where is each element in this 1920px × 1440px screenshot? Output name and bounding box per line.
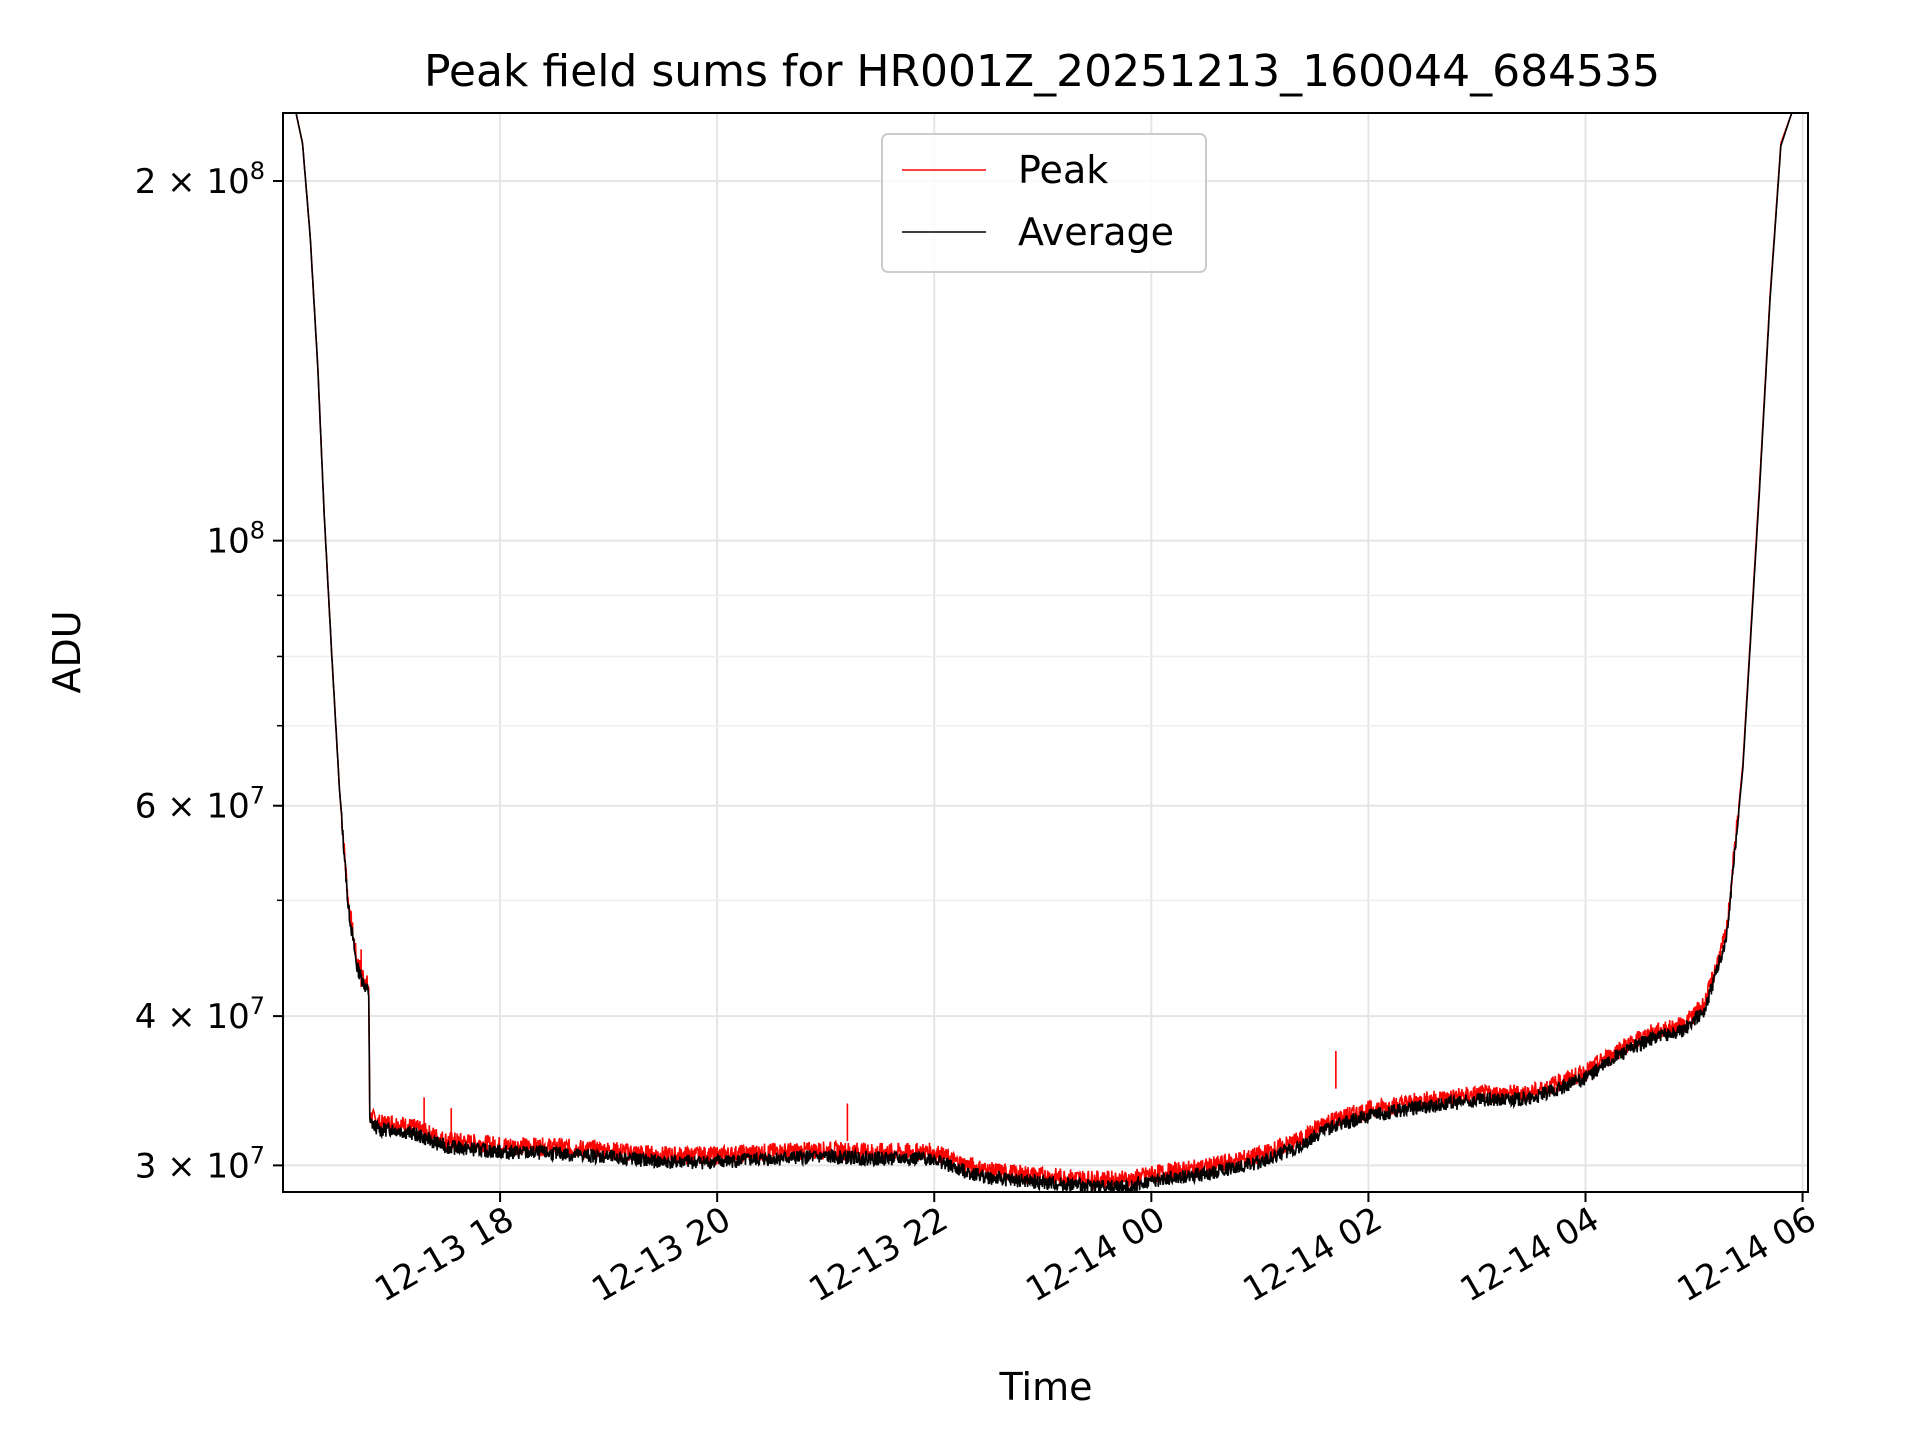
x-tick-label: 12-13 18	[368, 1199, 520, 1310]
series-line-peak	[283, 113, 1808, 1191]
x-tick-label: 12-14 02	[1237, 1199, 1389, 1310]
x-tick-label: 12-13 22	[802, 1199, 954, 1310]
legend-box	[881, 133, 1207, 273]
legend: Peak Average	[881, 133, 1207, 273]
x-tick-label: 12-13 20	[585, 1199, 737, 1310]
x-axis: 12-13 18 12-13 20 12-13 22 12-14 00 12-14 02…	[368, 1192, 1823, 1310]
y-tick-label: 3 × 107	[135, 1141, 265, 1186]
y-tick-label: 4 × 107	[135, 992, 265, 1037]
x-tick-label: 12-14 04	[1454, 1199, 1606, 1310]
y-tick-label: 6 × 107	[135, 782, 265, 827]
x-tick-label: 12-14 00	[1019, 1199, 1171, 1310]
chart-title: Peak field sums for HR001Z_20251213_1600…	[424, 46, 1660, 97]
y-tick-label: 108	[206, 517, 265, 562]
x-axis-label: Time	[999, 1365, 1093, 1409]
y-axis-label: ADU	[45, 610, 89, 693]
x-tick-label: 12-14 06	[1671, 1199, 1823, 1310]
y-axis: 3 × 107 4 × 107 6 × 107 108 2 × 108	[135, 157, 283, 1186]
legend-label-average: Average	[1018, 210, 1174, 254]
plot-frame	[282, 112, 1809, 1193]
legend-label-peak: Peak	[1018, 148, 1108, 192]
series-line-average	[283, 113, 1808, 1192]
grid	[283, 113, 1808, 1192]
series-layer	[283, 113, 1808, 1192]
y-tick-label: 2 × 108	[135, 157, 265, 202]
